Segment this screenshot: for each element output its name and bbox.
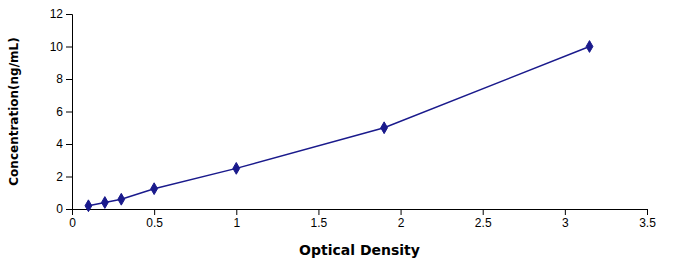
x-tick-label: 0 bbox=[69, 216, 76, 230]
point bbox=[586, 41, 593, 53]
x-tick: 2.5 bbox=[475, 209, 492, 230]
x-tick: 3.5 bbox=[639, 209, 656, 230]
y-axis: 0 2 4 6 8 10 12 bbox=[50, 7, 73, 216]
x-axis-title: Optical Density bbox=[299, 242, 420, 258]
y-tick-mark bbox=[66, 112, 72, 113]
x-tick: 1 bbox=[233, 209, 240, 230]
x-axis: 0 0.5 1 1.5 2 2.5 3 3.5 bbox=[69, 209, 656, 230]
y-axis-line bbox=[66, 15, 73, 210]
point bbox=[118, 193, 125, 205]
plot: 0 0.5 1 1.5 2 2.5 3 3.5 0 2 4 6 8 10 12 bbox=[50, 7, 657, 229]
x-tick-label: 1 bbox=[233, 216, 240, 230]
line bbox=[88, 47, 589, 206]
x-tick-mark bbox=[401, 209, 402, 215]
y-tick-label: 6 bbox=[56, 105, 63, 119]
x-tick-mark bbox=[236, 209, 237, 215]
x-tick-label: 2.5 bbox=[475, 216, 492, 230]
y-tick: 4 bbox=[56, 137, 72, 151]
x-tick-mark bbox=[647, 209, 648, 215]
chart: 0 0.5 1 1.5 2 2.5 3 3.5 0 2 4 6 8 10 12 Optical Density… bbox=[0, 0, 673, 265]
x-tick: 1.5 bbox=[311, 209, 328, 230]
y-tick-mark bbox=[66, 14, 72, 15]
y-tick-label: 4 bbox=[56, 137, 63, 151]
x-tick: 2 bbox=[398, 209, 405, 230]
x-tick: 0 bbox=[69, 209, 76, 230]
y-tick: 0 bbox=[56, 202, 72, 216]
y-tick: 10 bbox=[50, 40, 72, 54]
y-tick-label: 12 bbox=[50, 7, 64, 21]
y-axis-title: Concentration(ng/mL) bbox=[7, 37, 21, 185]
y-tick-mark bbox=[66, 144, 72, 145]
y-tick: 8 bbox=[56, 72, 72, 86]
x-tick-label: 2 bbox=[398, 216, 405, 230]
y-tick-label: 10 bbox=[50, 40, 64, 54]
x-tick-mark bbox=[318, 209, 319, 215]
y-tick: 6 bbox=[56, 105, 72, 119]
x-tick-mark bbox=[483, 209, 484, 215]
point bbox=[151, 183, 158, 195]
y-tick-mark bbox=[66, 177, 72, 178]
point bbox=[85, 200, 92, 212]
y-tick: 12 bbox=[50, 7, 72, 21]
x-tick-label: 1.5 bbox=[311, 216, 328, 230]
x-tick: 3 bbox=[562, 209, 569, 230]
x-tick-mark bbox=[565, 209, 566, 215]
marks bbox=[85, 41, 593, 212]
y-tick: 2 bbox=[56, 170, 72, 184]
x-tick-label: 3 bbox=[562, 216, 569, 230]
x-tick-label: 3.5 bbox=[639, 216, 656, 230]
y-tick-mark bbox=[66, 79, 72, 80]
x-tick-mark bbox=[154, 209, 155, 215]
point bbox=[381, 122, 388, 134]
y-tick-label: 0 bbox=[56, 202, 63, 216]
x-axis-line bbox=[73, 210, 648, 216]
x-tick-label: 0.5 bbox=[146, 216, 163, 230]
x-tick: 0.5 bbox=[146, 209, 163, 230]
y-tick-mark bbox=[66, 209, 72, 210]
y-tick-label: 8 bbox=[56, 72, 63, 86]
y-tick-mark bbox=[66, 47, 72, 48]
point bbox=[101, 197, 108, 209]
y-tick-label: 2 bbox=[56, 170, 63, 184]
point bbox=[233, 162, 240, 174]
